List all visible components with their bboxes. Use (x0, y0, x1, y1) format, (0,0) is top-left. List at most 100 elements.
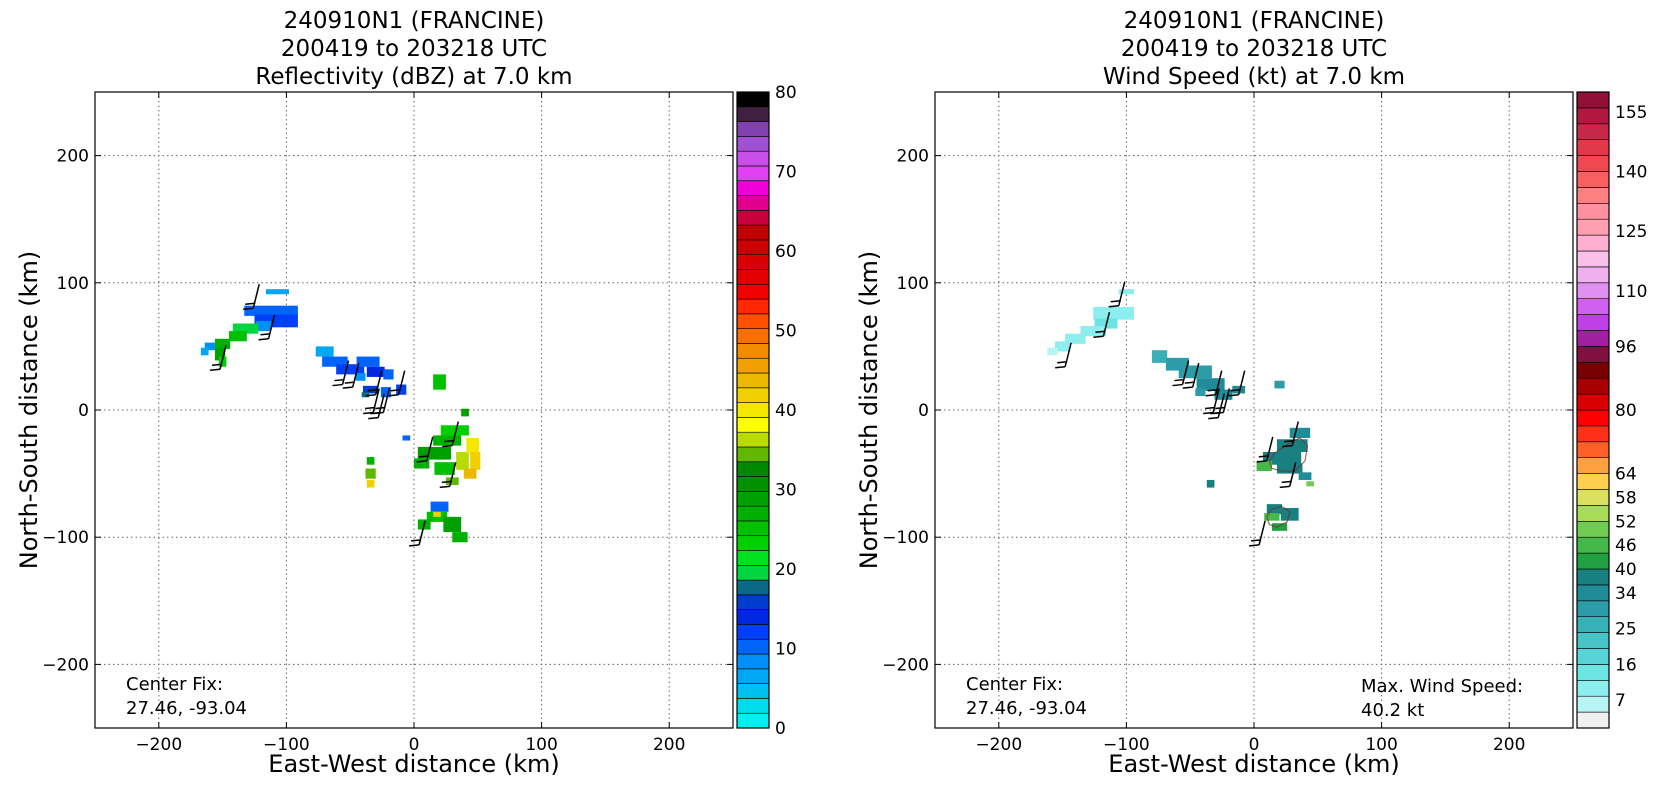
data-cell (244, 305, 298, 316)
colorbar-label: 58 (1615, 488, 1637, 508)
colorbar-segment (1576, 155, 1610, 172)
y-tick-label: −100 (42, 528, 89, 548)
colorbar-segment (1576, 393, 1610, 411)
wind-barb (1055, 342, 1072, 369)
barb-flag (1256, 460, 1267, 463)
data-cell (1195, 388, 1206, 397)
colorbar-segment (1576, 409, 1610, 427)
colorbar-segment (736, 535, 770, 551)
colorbar-label: 96 (1615, 337, 1637, 357)
barb-flag (258, 338, 269, 341)
colorbar-label: 20 (775, 560, 797, 580)
wind-barb (439, 462, 457, 489)
wind-barb (1203, 388, 1220, 415)
colorbar-label: 25 (1615, 620, 1637, 640)
data-cell (1266, 504, 1283, 515)
barb-flag (1228, 393, 1239, 397)
y-tick-label: 0 (78, 401, 89, 421)
barb-flag (342, 386, 353, 389)
colorbar-segment (1576, 568, 1610, 586)
chart-title-line-2: 200419 to 203218 UTC (1121, 36, 1387, 62)
colorbar-segment (1576, 250, 1610, 268)
barb-flag (1251, 539, 1262, 542)
barb-staff (1118, 281, 1126, 306)
contour-line (1268, 437, 1309, 472)
wind-barbs (1055, 281, 1300, 547)
data-cell (1151, 350, 1168, 363)
barb-flag (1279, 485, 1290, 489)
colorbar-segment (1576, 489, 1610, 506)
barb-flag (411, 539, 422, 542)
wind-barb (1282, 421, 1300, 448)
colorbar-segment (1576, 425, 1610, 443)
colorbar-segment (736, 653, 770, 670)
y-tick-label: −100 (882, 528, 929, 548)
wind-barbs (209, 284, 460, 547)
colorbar-segment (736, 609, 770, 625)
x-tick-label: 0 (409, 735, 420, 755)
barb-staff (374, 370, 383, 395)
colorbar-segment (1576, 266, 1610, 284)
barb-staff (1237, 370, 1246, 395)
y-tick-label: 100 (57, 274, 89, 294)
barb-staff (382, 388, 391, 413)
data-cell (214, 338, 231, 349)
barb-flag (409, 544, 420, 547)
chart-title: 240910N1 (FRANCINE)200419 to 203218 UTCW… (1103, 8, 1405, 90)
barb-staff (1212, 388, 1220, 413)
wind-barb (1093, 312, 1111, 338)
data-cell (204, 342, 215, 351)
colorbar-label: 80 (1615, 401, 1637, 421)
x-tick-label: 100 (525, 735, 557, 755)
colorbar-segment (736, 579, 770, 596)
wind-barb (409, 520, 426, 547)
barb-staff (449, 462, 457, 487)
barb-staff (1192, 362, 1200, 388)
barb-staff (219, 345, 227, 370)
data-cell (456, 451, 469, 470)
barb-staff (426, 436, 434, 462)
colorbar-segment (1576, 139, 1610, 156)
barb-flag (1281, 480, 1292, 484)
barb-flag (243, 307, 254, 310)
colorbar-segment (736, 357, 770, 374)
data-cell (356, 356, 380, 367)
colorbar-segment (736, 136, 770, 152)
wind-contours (1266, 437, 1309, 528)
wind-barb (373, 388, 391, 415)
barb-flag (332, 383, 343, 387)
colorbar-segment (736, 150, 770, 167)
barb-flag (1184, 381, 1195, 384)
colorbar-segment (1576, 679, 1610, 697)
colorbar-label: 40 (1615, 560, 1637, 580)
colorbar-segment (736, 594, 770, 610)
colorbar-segment (736, 668, 770, 684)
colorbar-segment (736, 372, 770, 389)
wind-barb (1228, 370, 1246, 397)
colorbar-segment (736, 254, 770, 270)
colorbar-segment (1576, 282, 1610, 299)
y-tick-label: 100 (897, 274, 929, 294)
data-cell (1276, 463, 1303, 474)
barb-flag (441, 480, 452, 484)
barb-flag (418, 455, 429, 458)
colorbar-label: 30 (775, 481, 797, 501)
colorbar-label: 0 (775, 719, 786, 739)
data-cell (214, 347, 226, 361)
barb-staff (352, 362, 360, 388)
colorbar-segment (736, 476, 770, 492)
colorbar-segment (736, 313, 770, 329)
x-tick-label: 0 (1249, 735, 1260, 755)
colorbar-segment (1576, 520, 1610, 538)
barb-flag (1249, 544, 1260, 547)
barb-flag (1208, 416, 1219, 420)
colorbar-label: 34 (1615, 584, 1637, 604)
wind-barb (388, 370, 406, 397)
x-axis-label: East-West distance (km) (268, 750, 559, 778)
barb-flag (1203, 411, 1214, 415)
colorbar-segment (736, 505, 770, 522)
colorbar-label: 50 (775, 322, 797, 342)
colorbar-segment (736, 461, 770, 477)
data-cell (1047, 347, 1058, 356)
barb-staff (1266, 436, 1274, 462)
